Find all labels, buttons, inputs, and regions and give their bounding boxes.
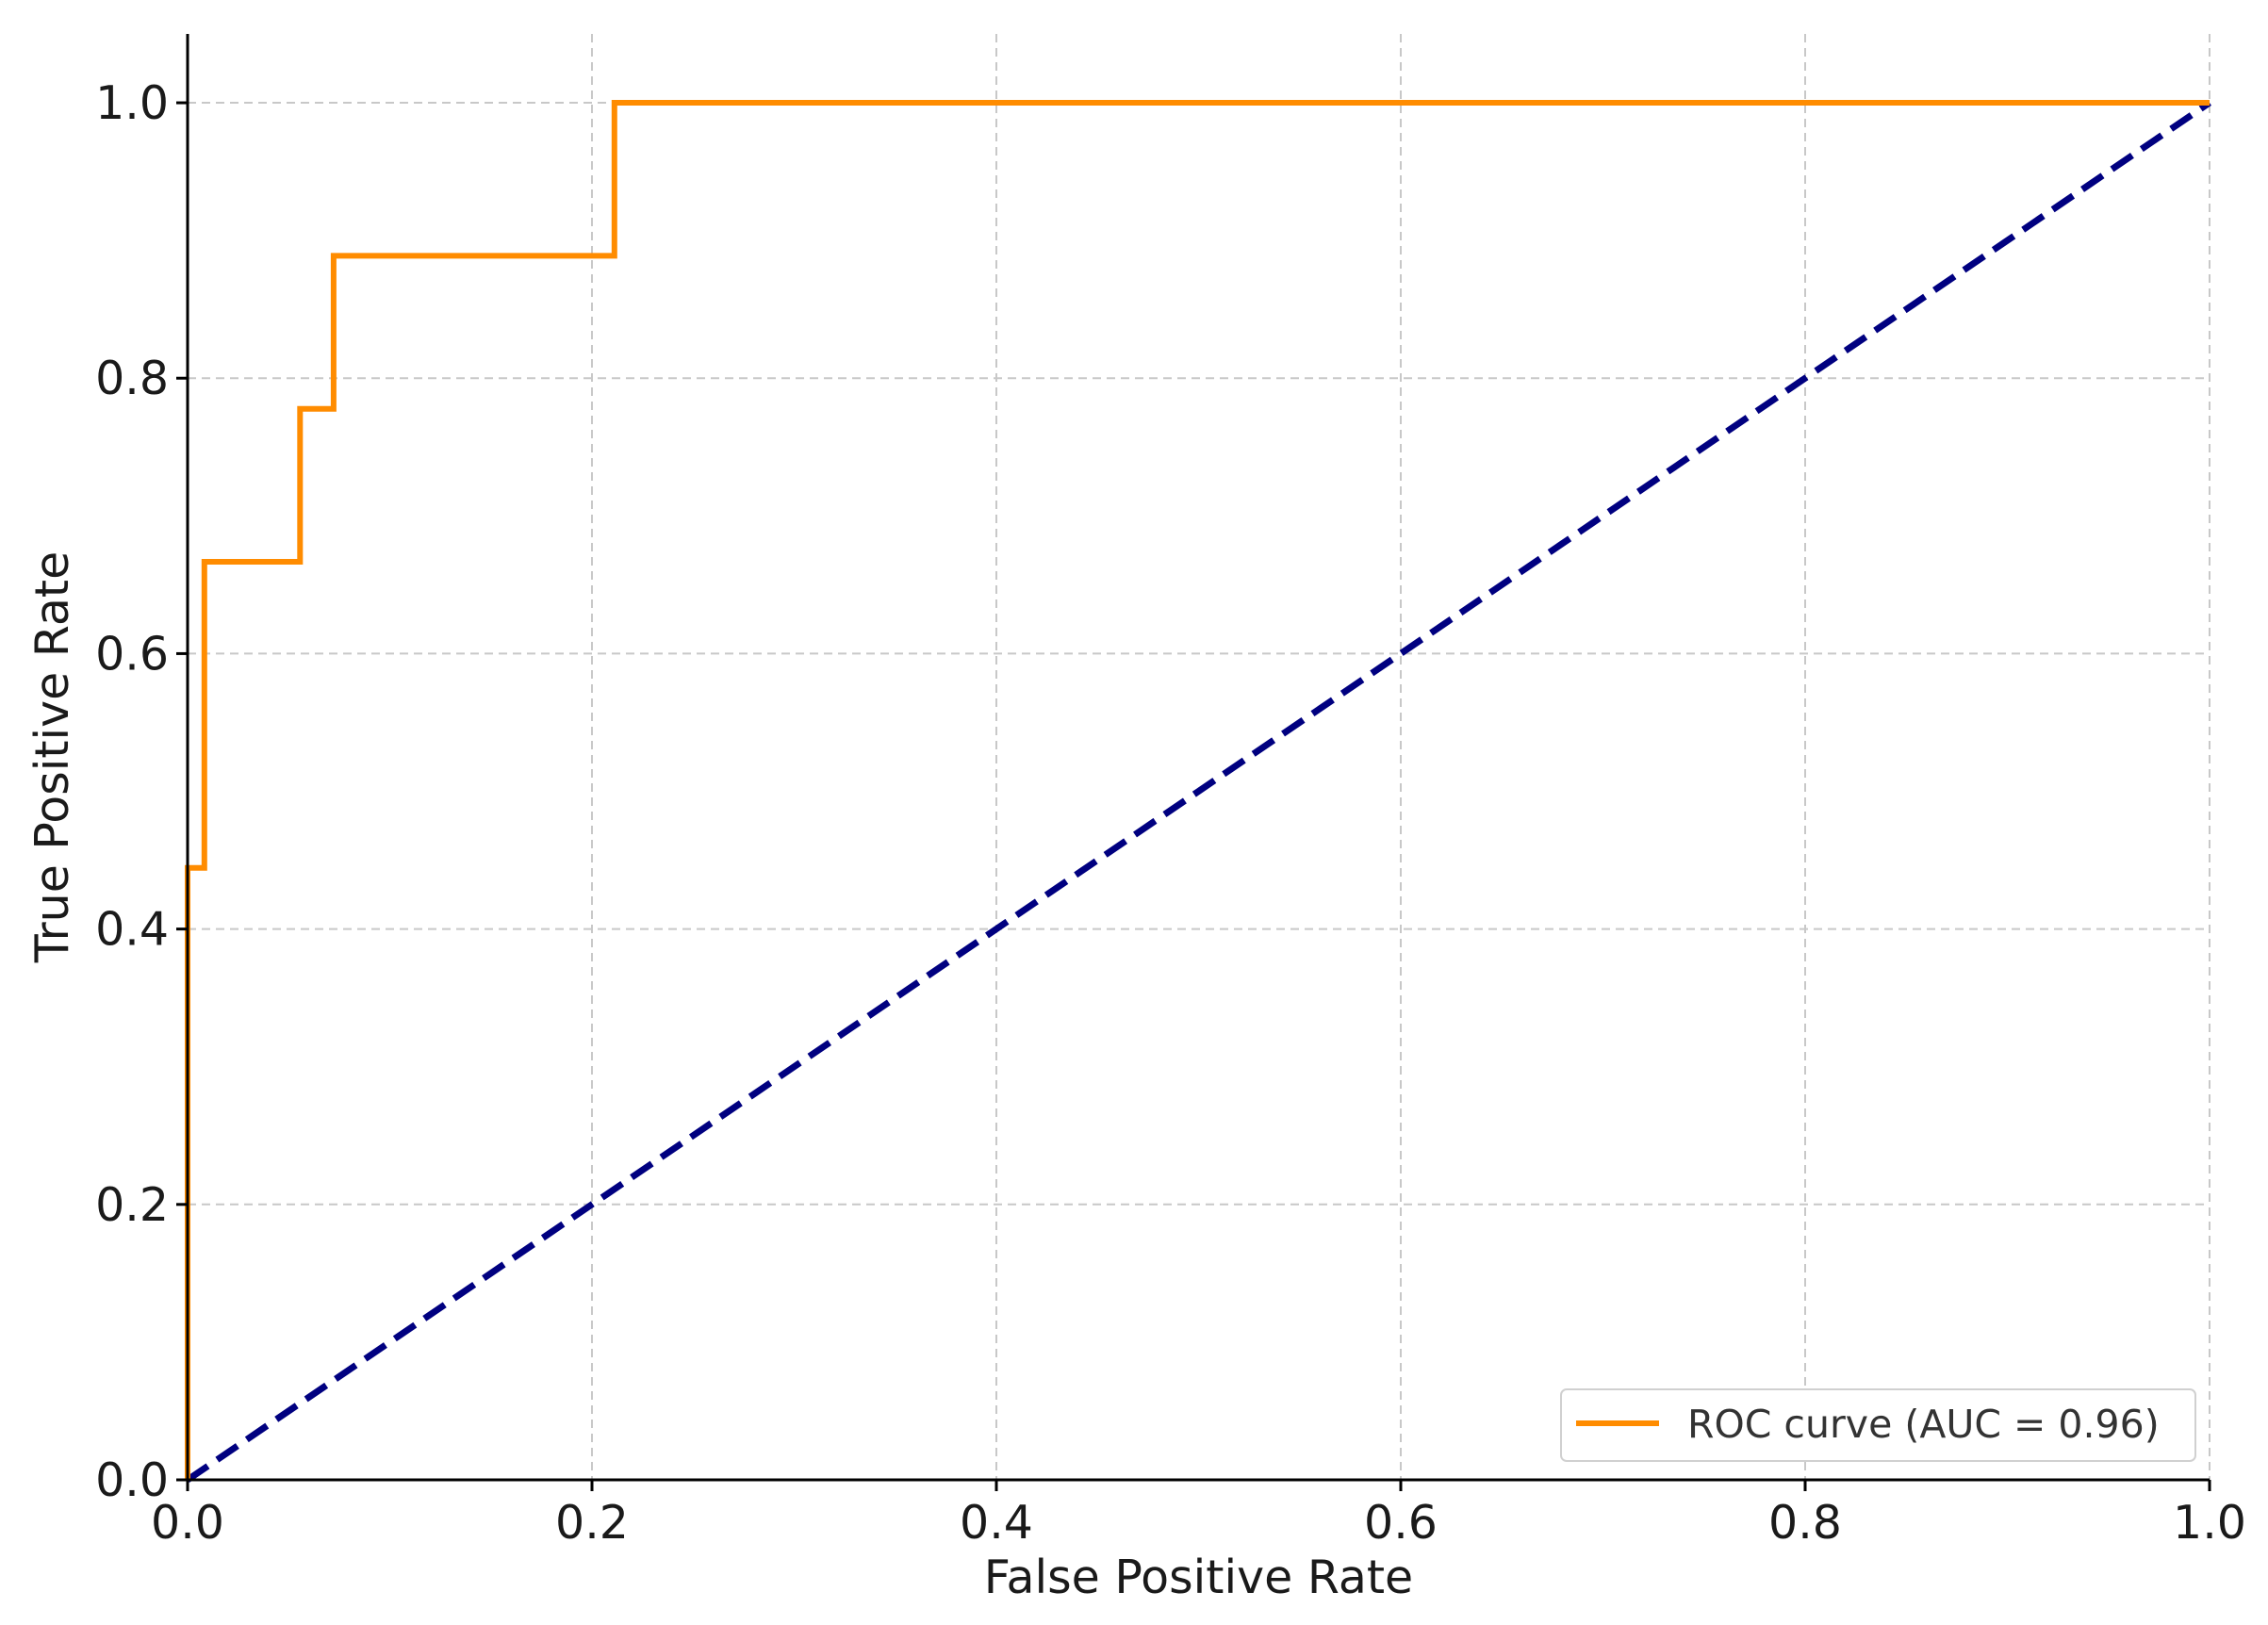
y-tick-label: 0.8 — [95, 352, 169, 405]
x-tick-label: 0.2 — [555, 1496, 629, 1550]
grid — [187, 34, 2210, 1481]
legend-box — [1560, 1388, 2196, 1462]
x-tick-label: 0.4 — [960, 1496, 1033, 1550]
y-tick-label: 0.6 — [95, 627, 169, 681]
x-tick-label: 1.0 — [2173, 1496, 2246, 1550]
y-tick-label: 0.0 — [95, 1453, 169, 1507]
y-axis-label: True Positive Rate — [25, 551, 79, 963]
x-tick-label: 0.6 — [1364, 1496, 1438, 1550]
axes — [186, 34, 2210, 1482]
y-tick-label: 0.4 — [95, 903, 169, 957]
x-tick-label: 0.8 — [1768, 1496, 1842, 1550]
legend: ROC curve (AUC = 0.96) — [1560, 1388, 2196, 1462]
chance-diagonal-line — [186, 100, 2211, 1483]
ticks: 0.0 0.2 0.4 0.6 0.8 1.0 0.0 0.2 0.4 0.6 0.8 1.0 — [95, 76, 2246, 1550]
x-axis-label: False Positive Rate — [984, 1551, 1413, 1604]
y-tick-label: 1.0 — [95, 76, 169, 130]
x-tick-label: 0.0 — [151, 1496, 224, 1550]
y-tick-label: 0.2 — [95, 1178, 169, 1232]
legend-label-roc-curve: ROC curve (AUC = 0.96) — [1687, 1402, 2160, 1447]
series-layer — [185, 100, 2211, 1483]
roc-curve-line — [185, 100, 2210, 1480]
